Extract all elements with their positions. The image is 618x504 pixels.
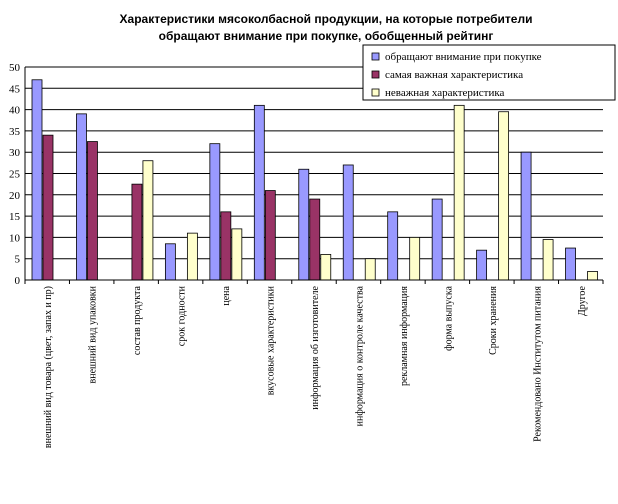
x-category-label: внешний вид товара (цвет, запах и пр) xyxy=(43,286,54,448)
x-category-label: рекламная информация xyxy=(399,286,410,386)
bar-1 xyxy=(76,113,87,281)
y-tick-label: 15 xyxy=(9,211,21,223)
bar-1 xyxy=(342,164,354,281)
chart-title-line-2: обращают внимание при покупке, обобщенны… xyxy=(159,29,494,43)
bar-1 xyxy=(387,211,399,281)
bar-2 xyxy=(264,190,276,281)
x-category-label: внешний вид упаковки xyxy=(88,285,99,383)
bar-3 xyxy=(231,228,243,281)
bar-2 xyxy=(42,134,54,281)
y-tick-label: 40 xyxy=(9,105,21,117)
y-tick-label: 5 xyxy=(15,254,21,266)
legend-swatch-1 xyxy=(371,52,380,61)
bar-2 xyxy=(220,211,232,281)
x-category-label: Сроки хранения xyxy=(488,286,499,355)
x-category-label: вкусовые характеристики xyxy=(266,285,277,395)
y-tick-label: 35 xyxy=(9,126,21,138)
legend-swatch-2 xyxy=(371,70,380,79)
bar-3 xyxy=(142,160,154,281)
bar-1 xyxy=(520,151,532,281)
bar-3 xyxy=(587,271,598,281)
x-axis: внешний вид товара (цвет, запах и пр) вне… xyxy=(24,279,604,448)
bar-2 xyxy=(87,141,98,281)
y-axis: 0 5 10 15 20 25 30 35 40 45 50 xyxy=(9,62,26,287)
y-tick-label: 20 xyxy=(9,190,21,202)
legend-label-3: неважная характеристика xyxy=(385,87,505,99)
y-tick-label: 30 xyxy=(9,147,21,159)
x-category-label: форма выпуска xyxy=(443,285,454,350)
y-tick-label: 45 xyxy=(9,83,21,95)
legend-box xyxy=(362,44,616,101)
bar-1 xyxy=(431,198,443,281)
x-category-label: Другое xyxy=(577,285,588,316)
x-category-label: цена xyxy=(221,285,232,305)
x-category-label: Рекомендовано Институтом питания xyxy=(532,286,543,442)
x-category-label: срок годности xyxy=(177,285,188,346)
bar-3 xyxy=(320,254,332,281)
bar-3 xyxy=(409,236,421,281)
x-category-label: состав продукта xyxy=(132,285,143,355)
legend-label-1: обращают внимание при покупке xyxy=(385,51,542,63)
bar-1 xyxy=(209,143,221,281)
bar-2 xyxy=(309,198,321,281)
y-tick-label: 25 xyxy=(9,169,21,181)
bar-1 xyxy=(565,247,576,281)
bar-3 xyxy=(364,258,376,281)
legend-label-2: самая важная характеристика xyxy=(385,69,523,81)
bar-3 xyxy=(186,232,198,281)
legend: обращают внимание при покупке самая важна… xyxy=(362,44,616,101)
bar-1 xyxy=(31,79,43,281)
x-category-label: информация об изготовителе xyxy=(310,285,321,409)
bar-1 xyxy=(476,249,488,281)
bar-1 xyxy=(253,104,265,281)
x-category-label: информация о контроле качества xyxy=(354,285,365,426)
y-tick-label: 50 xyxy=(9,62,21,74)
y-tick-label: 0 xyxy=(15,275,21,287)
bar-3 xyxy=(453,104,465,281)
bar-3 xyxy=(542,239,554,281)
chart-title-line-1: Характеристики мясоколбасной продукции, … xyxy=(120,12,533,26)
bar-2 xyxy=(131,183,143,281)
bar-1 xyxy=(164,243,176,281)
bar-3 xyxy=(498,111,510,281)
bar-1 xyxy=(298,168,310,281)
y-tick-label: 10 xyxy=(9,232,21,244)
legend-swatch-3 xyxy=(371,88,380,97)
